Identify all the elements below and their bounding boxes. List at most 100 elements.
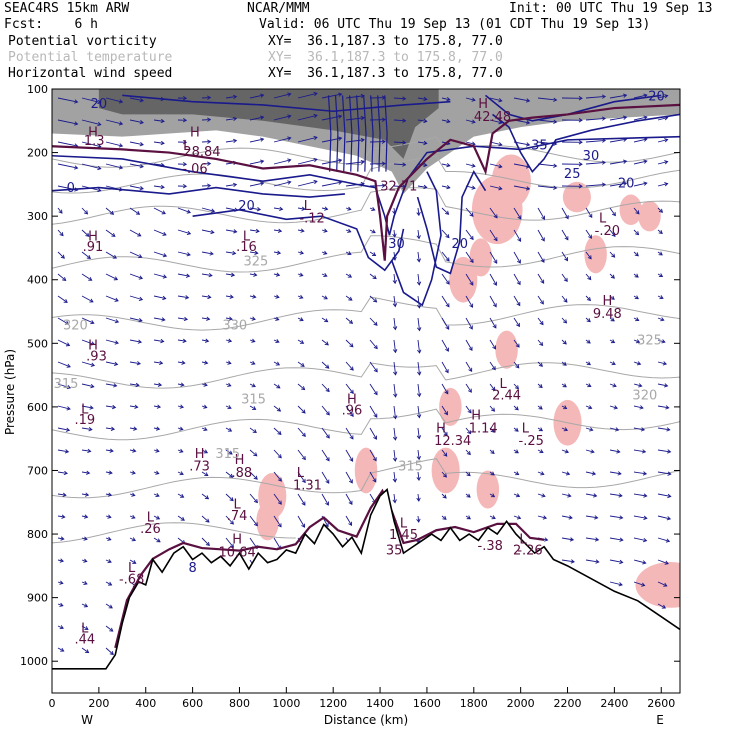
contour-label: H — [436, 421, 446, 436]
vector-head — [540, 471, 545, 476]
wind-vector — [273, 383, 281, 389]
vector-head — [349, 457, 354, 462]
contour-label: H — [88, 339, 98, 354]
vector-head — [186, 252, 191, 257]
vector-head — [372, 457, 377, 462]
wind-vector — [633, 251, 639, 257]
vector-head — [252, 294, 257, 299]
vector-head — [492, 303, 497, 308]
pv-positive-shading — [431, 447, 460, 494]
y-tick-label: 200 — [27, 147, 48, 160]
vector-head — [601, 182, 607, 187]
wind-vector — [441, 317, 450, 330]
wind-vector — [225, 405, 232, 409]
wind-vector — [561, 251, 568, 261]
wind-vector — [225, 140, 237, 143]
wind-speed-contour — [356, 95, 360, 172]
wind-vector — [633, 383, 642, 387]
contour-label: L — [297, 466, 305, 481]
vector-head — [118, 121, 124, 126]
theta-contour — [52, 296, 680, 331]
wind-vector — [225, 537, 234, 548]
wind-vector — [129, 339, 142, 343]
wind-vector — [129, 449, 136, 452]
wind-vector — [513, 229, 521, 242]
wind-vector — [153, 339, 164, 342]
vector-head — [84, 514, 89, 519]
vector-head — [228, 316, 233, 321]
vector-head — [181, 360, 186, 365]
vector-head — [471, 163, 476, 168]
vector-head — [180, 516, 185, 521]
vector-head — [373, 321, 378, 326]
vector-head — [446, 163, 451, 168]
wind-vector — [561, 207, 569, 219]
wind-vector — [201, 449, 208, 454]
wind-vector — [105, 559, 112, 563]
wind-vector — [321, 115, 342, 121]
wind-vector — [489, 449, 495, 454]
vector-head — [84, 626, 89, 630]
vector-head — [183, 316, 189, 322]
vector-head — [392, 348, 398, 354]
vector-head — [275, 316, 280, 321]
vector-head — [612, 383, 617, 388]
vector-head — [517, 215, 522, 220]
contour-label: -.06 — [182, 162, 207, 177]
wind-vector — [657, 361, 667, 365]
vector-head — [468, 367, 473, 373]
vector-head — [59, 625, 64, 630]
wind-speed-contour — [492, 113, 680, 173]
vector-head — [614, 427, 620, 432]
wind-vector — [153, 515, 160, 520]
vector-head — [553, 185, 558, 190]
contour-label: H — [347, 393, 357, 408]
wind-vector — [345, 183, 365, 187]
vector-head — [423, 96, 428, 102]
x-tick-label: 2600 — [647, 697, 675, 710]
vector-head — [182, 118, 188, 123]
vector-head — [563, 319, 568, 324]
wind-vector — [321, 427, 330, 439]
wind-vector — [609, 493, 622, 497]
wind-vector — [657, 117, 668, 121]
field-name-theta: Potential temperature — [8, 50, 173, 65]
wind-vector — [513, 251, 521, 264]
wind-vector — [249, 427, 257, 433]
contour-label: .73 — [189, 459, 210, 474]
vector-head — [664, 160, 669, 165]
vector-head — [498, 164, 503, 169]
wind-vector — [321, 93, 342, 99]
vector-head — [323, 228, 328, 233]
x-tick-label: 1400 — [366, 697, 394, 710]
wind-vector — [153, 383, 162, 386]
wind-vector — [369, 317, 378, 326]
vector-head — [540, 258, 545, 263]
vector-head — [563, 427, 569, 432]
wind-vector — [345, 515, 352, 526]
vector-head — [402, 140, 407, 145]
vector-head — [586, 296, 592, 302]
wind-vector — [465, 163, 476, 167]
wind-vector — [393, 405, 396, 419]
wind-vector — [177, 207, 191, 213]
vector-head — [66, 384, 72, 390]
vector-head — [514, 406, 519, 411]
vector-head — [498, 186, 503, 191]
wind-vector — [369, 427, 377, 440]
wind-vector — [225, 471, 233, 478]
vector-head — [371, 229, 376, 234]
vector-head — [595, 559, 600, 564]
vector-head — [180, 382, 185, 387]
wind-vector — [489, 119, 502, 124]
vector-head — [661, 339, 666, 344]
vector-head — [553, 163, 558, 168]
vector-head — [111, 404, 117, 410]
vector-head — [392, 457, 398, 462]
pv-positive-shading — [495, 330, 518, 369]
wind-vector — [273, 229, 282, 232]
vector-head — [260, 137, 265, 142]
wind-vector — [81, 361, 95, 366]
pv-positive-shading — [439, 387, 462, 426]
wind-vector — [129, 427, 137, 430]
